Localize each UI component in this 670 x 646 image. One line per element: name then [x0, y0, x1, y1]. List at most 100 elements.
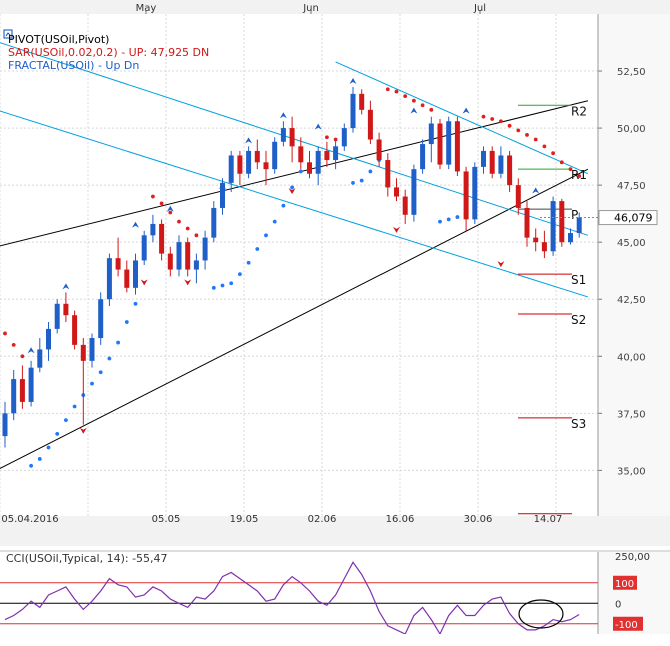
sar-dot [325, 135, 329, 140]
price-tick-label: 52,50 [617, 67, 646, 78]
fractal-up-arrow [62, 283, 70, 290]
sar-dot [220, 283, 225, 288]
date-label: 14.07 [534, 514, 563, 525]
cci-level-tag [613, 616, 643, 631]
fractal-up-arrow [27, 347, 35, 354]
cci-level-label: 100 [615, 579, 634, 590]
sar-dot [429, 107, 434, 112]
sar-dot [412, 98, 416, 103]
cci-level-label: -100 [615, 620, 638, 631]
sar-dot [194, 233, 199, 238]
candle-body [446, 121, 452, 165]
candle-body [359, 93, 365, 110]
sar-dot [551, 151, 555, 156]
fractal-down-arrow [497, 261, 505, 268]
candle-body [568, 233, 573, 243]
candle-body [211, 207, 217, 238]
candle-body [315, 150, 321, 174]
sar-dot [72, 404, 77, 409]
date-label: 19.05 [230, 514, 259, 525]
candle-body [307, 162, 312, 174]
sar-dot [46, 445, 51, 450]
fractal-up-arrow [279, 112, 287, 119]
candle-body [376, 139, 382, 161]
sar-dot [490, 117, 495, 121]
candle-body [193, 260, 199, 270]
sar-dot [20, 354, 25, 359]
price-tick-label: 37,50 [617, 409, 646, 420]
sar-dot [533, 137, 538, 142]
pivot-label: R2 [571, 104, 587, 118]
cci-highlight-ellipse [518, 599, 564, 629]
date-label: 05.05 [152, 514, 181, 525]
fractal-up-arrow [462, 107, 470, 114]
candle-body [463, 171, 469, 220]
price-tick-label: 50,00 [617, 124, 646, 135]
fractal-up-arrow [219, 182, 226, 189]
channel-line [335, 61, 589, 175]
sar-dot [177, 219, 181, 224]
sar-dot [90, 381, 94, 386]
sar-dot [559, 160, 564, 165]
sar-dot [124, 320, 129, 324]
month-label: Jul [473, 3, 486, 14]
candle-body [350, 93, 356, 129]
candle-body [472, 166, 478, 220]
candle-body [141, 235, 147, 261]
cci-level-tag [613, 575, 637, 590]
candle-body [324, 150, 330, 161]
candle-body [559, 201, 565, 243]
candle-body [394, 187, 399, 197]
candle-body [481, 150, 486, 167]
sar-dot [11, 342, 16, 347]
top-date-bar [0, 0, 670, 14]
sar-dot [281, 203, 286, 208]
fractal-down-arrow [393, 226, 400, 233]
candle-body [437, 123, 443, 165]
sar-dot [568, 167, 573, 172]
pivot-label: S2 [571, 313, 586, 327]
pivot-label: S1 [571, 273, 586, 287]
candle-body [220, 182, 225, 208]
candle-body [237, 155, 243, 174]
candle-body [498, 155, 504, 174]
current-price-label: 46,079 [614, 212, 653, 225]
candle-body [454, 121, 460, 172]
sar-dot [55, 431, 60, 436]
sar-dot [359, 178, 364, 183]
sar-dot [185, 226, 190, 231]
candle-body [576, 217, 582, 234]
sar-dot [151, 194, 155, 199]
sar-dot [351, 180, 355, 185]
fractal-down-arrow [79, 427, 87, 434]
candle-body [28, 367, 34, 402]
candle-body [19, 379, 25, 402]
candle-body [550, 201, 556, 252]
candle-body [106, 258, 112, 300]
candle-body [246, 150, 252, 174]
pivot-label: S3 [571, 417, 586, 431]
bottom-date-bar [0, 516, 670, 546]
candle-body [263, 162, 269, 170]
sar-dot [246, 260, 251, 265]
cci-zero-label: 0 [615, 599, 621, 610]
pivot-label: P [571, 208, 578, 222]
sar-dot [3, 331, 7, 336]
sar-dot [238, 272, 242, 277]
sar-dot [159, 201, 164, 206]
candle-body [411, 169, 417, 215]
candle-body [80, 344, 86, 361]
sar-dot [525, 133, 529, 137]
candle-body [167, 253, 173, 270]
current-price-box [598, 210, 658, 226]
candle-body [533, 237, 539, 243]
candle-body [185, 242, 191, 270]
candle-body [124, 269, 130, 288]
channel-line [0, 100, 589, 247]
sar-dot [133, 301, 138, 306]
sar-dot [107, 356, 112, 361]
sar-dot [455, 215, 460, 219]
sar-dot [255, 247, 260, 251]
candle-body [541, 242, 547, 252]
candle-body [515, 185, 521, 208]
